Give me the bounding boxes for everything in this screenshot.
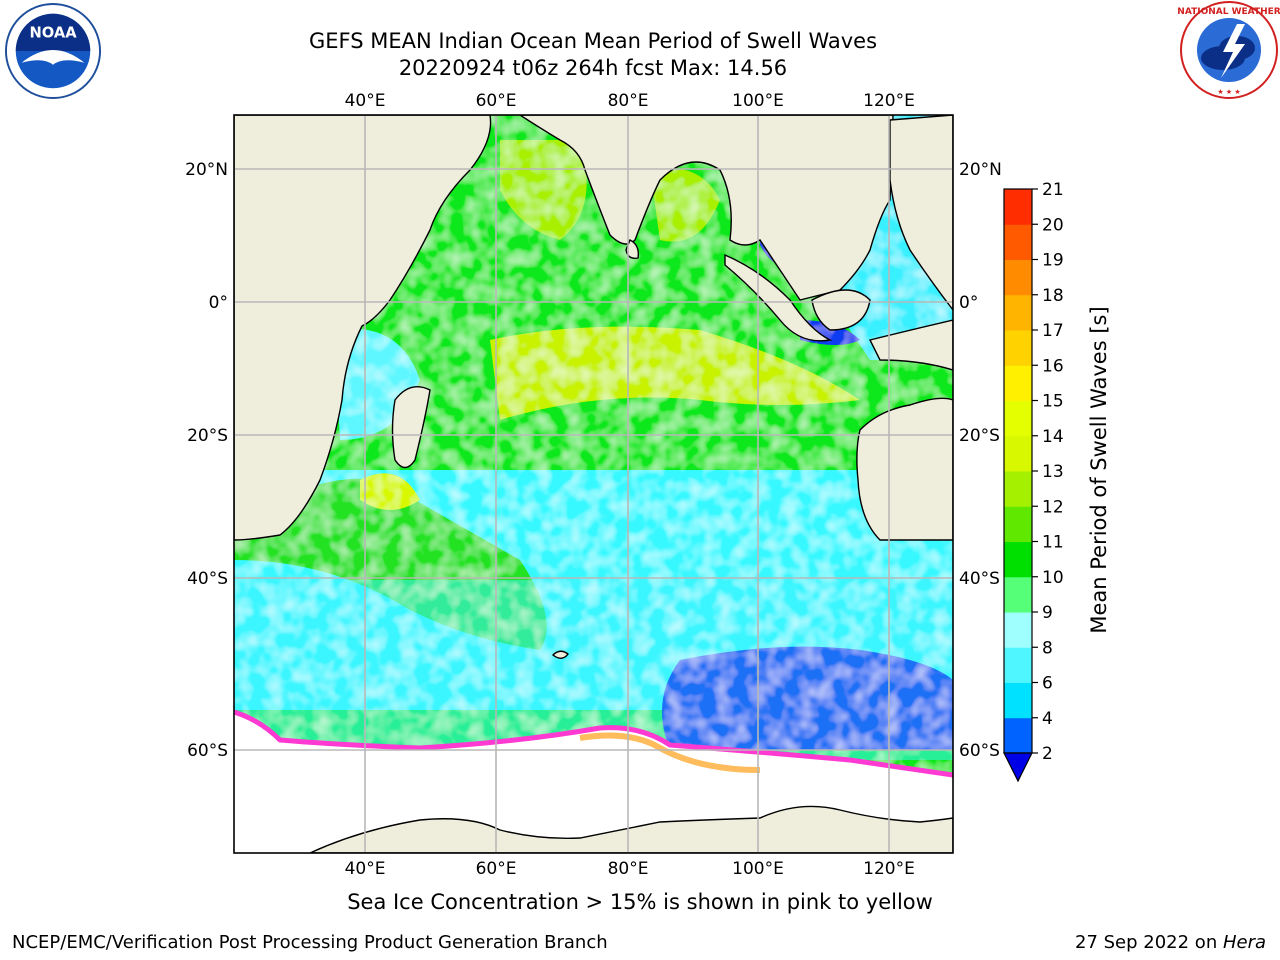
map-title: GEFS MEAN Indian Ocean Mean Period of Sw…	[308, 29, 878, 53]
lon-tick-top: 100°E	[732, 91, 784, 111]
lat-tick-left: 20°N	[185, 160, 228, 180]
madagascar	[391, 386, 431, 469]
lat-ticks-left: 20°N 0° 20°S 40°S 60°S	[185, 160, 228, 761]
borneo	[811, 289, 871, 331]
colorbar: 2 4 6 8 9 10 11 12 13 14 15 16 17 18 19 20 21	[1003, 180, 1064, 783]
lon-tick-bottom: 120°E	[863, 859, 915, 879]
antarctica	[309, 805, 953, 853]
lon-tick-top: 60°E	[476, 91, 517, 111]
colorbar-tick-label: 15	[1042, 392, 1064, 412]
colorbar-under-arrow	[1003, 752, 1033, 783]
colorbar-segment	[1004, 506, 1032, 542]
lat-tick-right: 20°S	[959, 426, 1000, 446]
colorbar-tick-label: 12	[1042, 497, 1064, 517]
africa-arabia	[234, 115, 492, 541]
colorbar-tick-label: 17	[1042, 321, 1064, 341]
colorbar-segment	[1004, 400, 1032, 437]
south-asia	[518, 115, 894, 301]
lat-tick-left: 40°S	[187, 569, 228, 589]
lat-tick-right: 20°N	[959, 160, 1002, 180]
lat-tick-right: 0°	[959, 293, 978, 313]
lon-tick-top: 80°E	[608, 91, 649, 111]
colorbar-segment	[1004, 435, 1032, 472]
footer-date-text: 27 Sep 2022 on	[1075, 932, 1223, 953]
sea-ice-edge	[234, 709, 953, 778]
lat-tick-right: 40°S	[959, 569, 1000, 589]
colorbar-tick-label: 2	[1042, 744, 1053, 764]
colorbar-segment	[1004, 365, 1032, 401]
colorbar-tick-label: 13	[1042, 462, 1064, 482]
colorbar-tick-label: 8	[1042, 638, 1053, 658]
colorbar-segment	[1004, 471, 1032, 507]
map-frame	[233, 114, 954, 854]
colorbar-segment	[1004, 612, 1032, 648]
lon-tick-bottom: 100°E	[732, 859, 784, 879]
australia	[856, 397, 953, 541]
graticule	[234, 115, 953, 853]
colorbar-segment	[1004, 224, 1032, 260]
land-masses	[234, 115, 953, 853]
svg-text:★ ★ ★: ★ ★ ★	[1217, 88, 1240, 96]
colorbar-tick-label: 21	[1042, 180, 1064, 200]
colorbar-tick-label: 20	[1042, 215, 1064, 235]
footer-host: Hera	[1222, 932, 1266, 953]
sea-ice-caption: Sea Ice Concentration > 15% is shown in …	[347, 890, 933, 914]
lon-tick-top: 120°E	[863, 91, 915, 111]
colorbar-tick-label: 10	[1042, 568, 1064, 588]
svg-text:NATIONAL WEATHER: NATIONAL WEATHER	[1178, 7, 1280, 17]
colorbar-segment	[1004, 189, 1032, 225]
lon-tick-bottom: 60°E	[476, 859, 517, 879]
colorbar-tick-label: 19	[1042, 251, 1064, 271]
colorbar-segment	[1004, 259, 1032, 296]
colorbar-segment	[1004, 576, 1032, 613]
lat-tick-left: 20°S	[187, 426, 228, 446]
colorbar-tick-label: 6	[1042, 674, 1053, 694]
colorbar-tick-label: 11	[1042, 533, 1064, 553]
noaa-logo-icon: NOAA	[4, 2, 102, 100]
colorbar-segment	[1004, 330, 1032, 366]
lon-ticks-top: 40°E 60°E 80°E 100°E 120°E	[345, 91, 915, 111]
colorbar-segment	[1004, 717, 1032, 754]
colorbar-label: Mean Period of Swell Waves [s]	[1087, 306, 1111, 633]
map-subtitle: 20220924 t06z 264h fcst Max: 14.56	[398, 56, 788, 80]
footer-credit: NCEP/EMC/Verification Post Processing Pr…	[12, 932, 608, 953]
map-plot-area	[234, 115, 953, 853]
lon-tick-bottom: 80°E	[608, 859, 649, 879]
colorbar-tick-label: 18	[1042, 286, 1064, 306]
lat-tick-left: 60°S	[187, 741, 228, 761]
lon-ticks-bottom: 40°E 60°E 80°E 100°E 120°E	[345, 859, 915, 879]
svg-text:NOAA: NOAA	[29, 24, 77, 41]
footer-date: 27 Sep 2022 on Hera	[1075, 932, 1266, 953]
lat-tick-right: 60°S	[959, 741, 1000, 761]
colorbar-segment	[1004, 541, 1032, 578]
colorbar-tick-label: 14	[1042, 427, 1064, 447]
nws-logo-icon: NATIONAL WEATHER ★ ★ ★	[1178, 1, 1280, 99]
kerguelen	[551, 650, 569, 659]
sri-lanka	[625, 239, 640, 260]
colorbar-segment	[1004, 682, 1032, 719]
colorbar-segment	[1004, 647, 1032, 683]
lon-tick-bottom: 40°E	[345, 859, 386, 879]
colorbar-segment	[1004, 294, 1032, 331]
colorbar-tick-label: 4	[1042, 709, 1053, 729]
lon-tick-top: 40°E	[345, 91, 386, 111]
java-islands	[868, 319, 953, 371]
colorbar-tick-label: 9	[1042, 603, 1053, 623]
colorbar-tick-label: 16	[1042, 356, 1064, 376]
lat-tick-left: 0°	[209, 293, 228, 313]
lat-ticks-right: 20°N 0° 20°S 40°S 60°S	[959, 160, 1002, 761]
